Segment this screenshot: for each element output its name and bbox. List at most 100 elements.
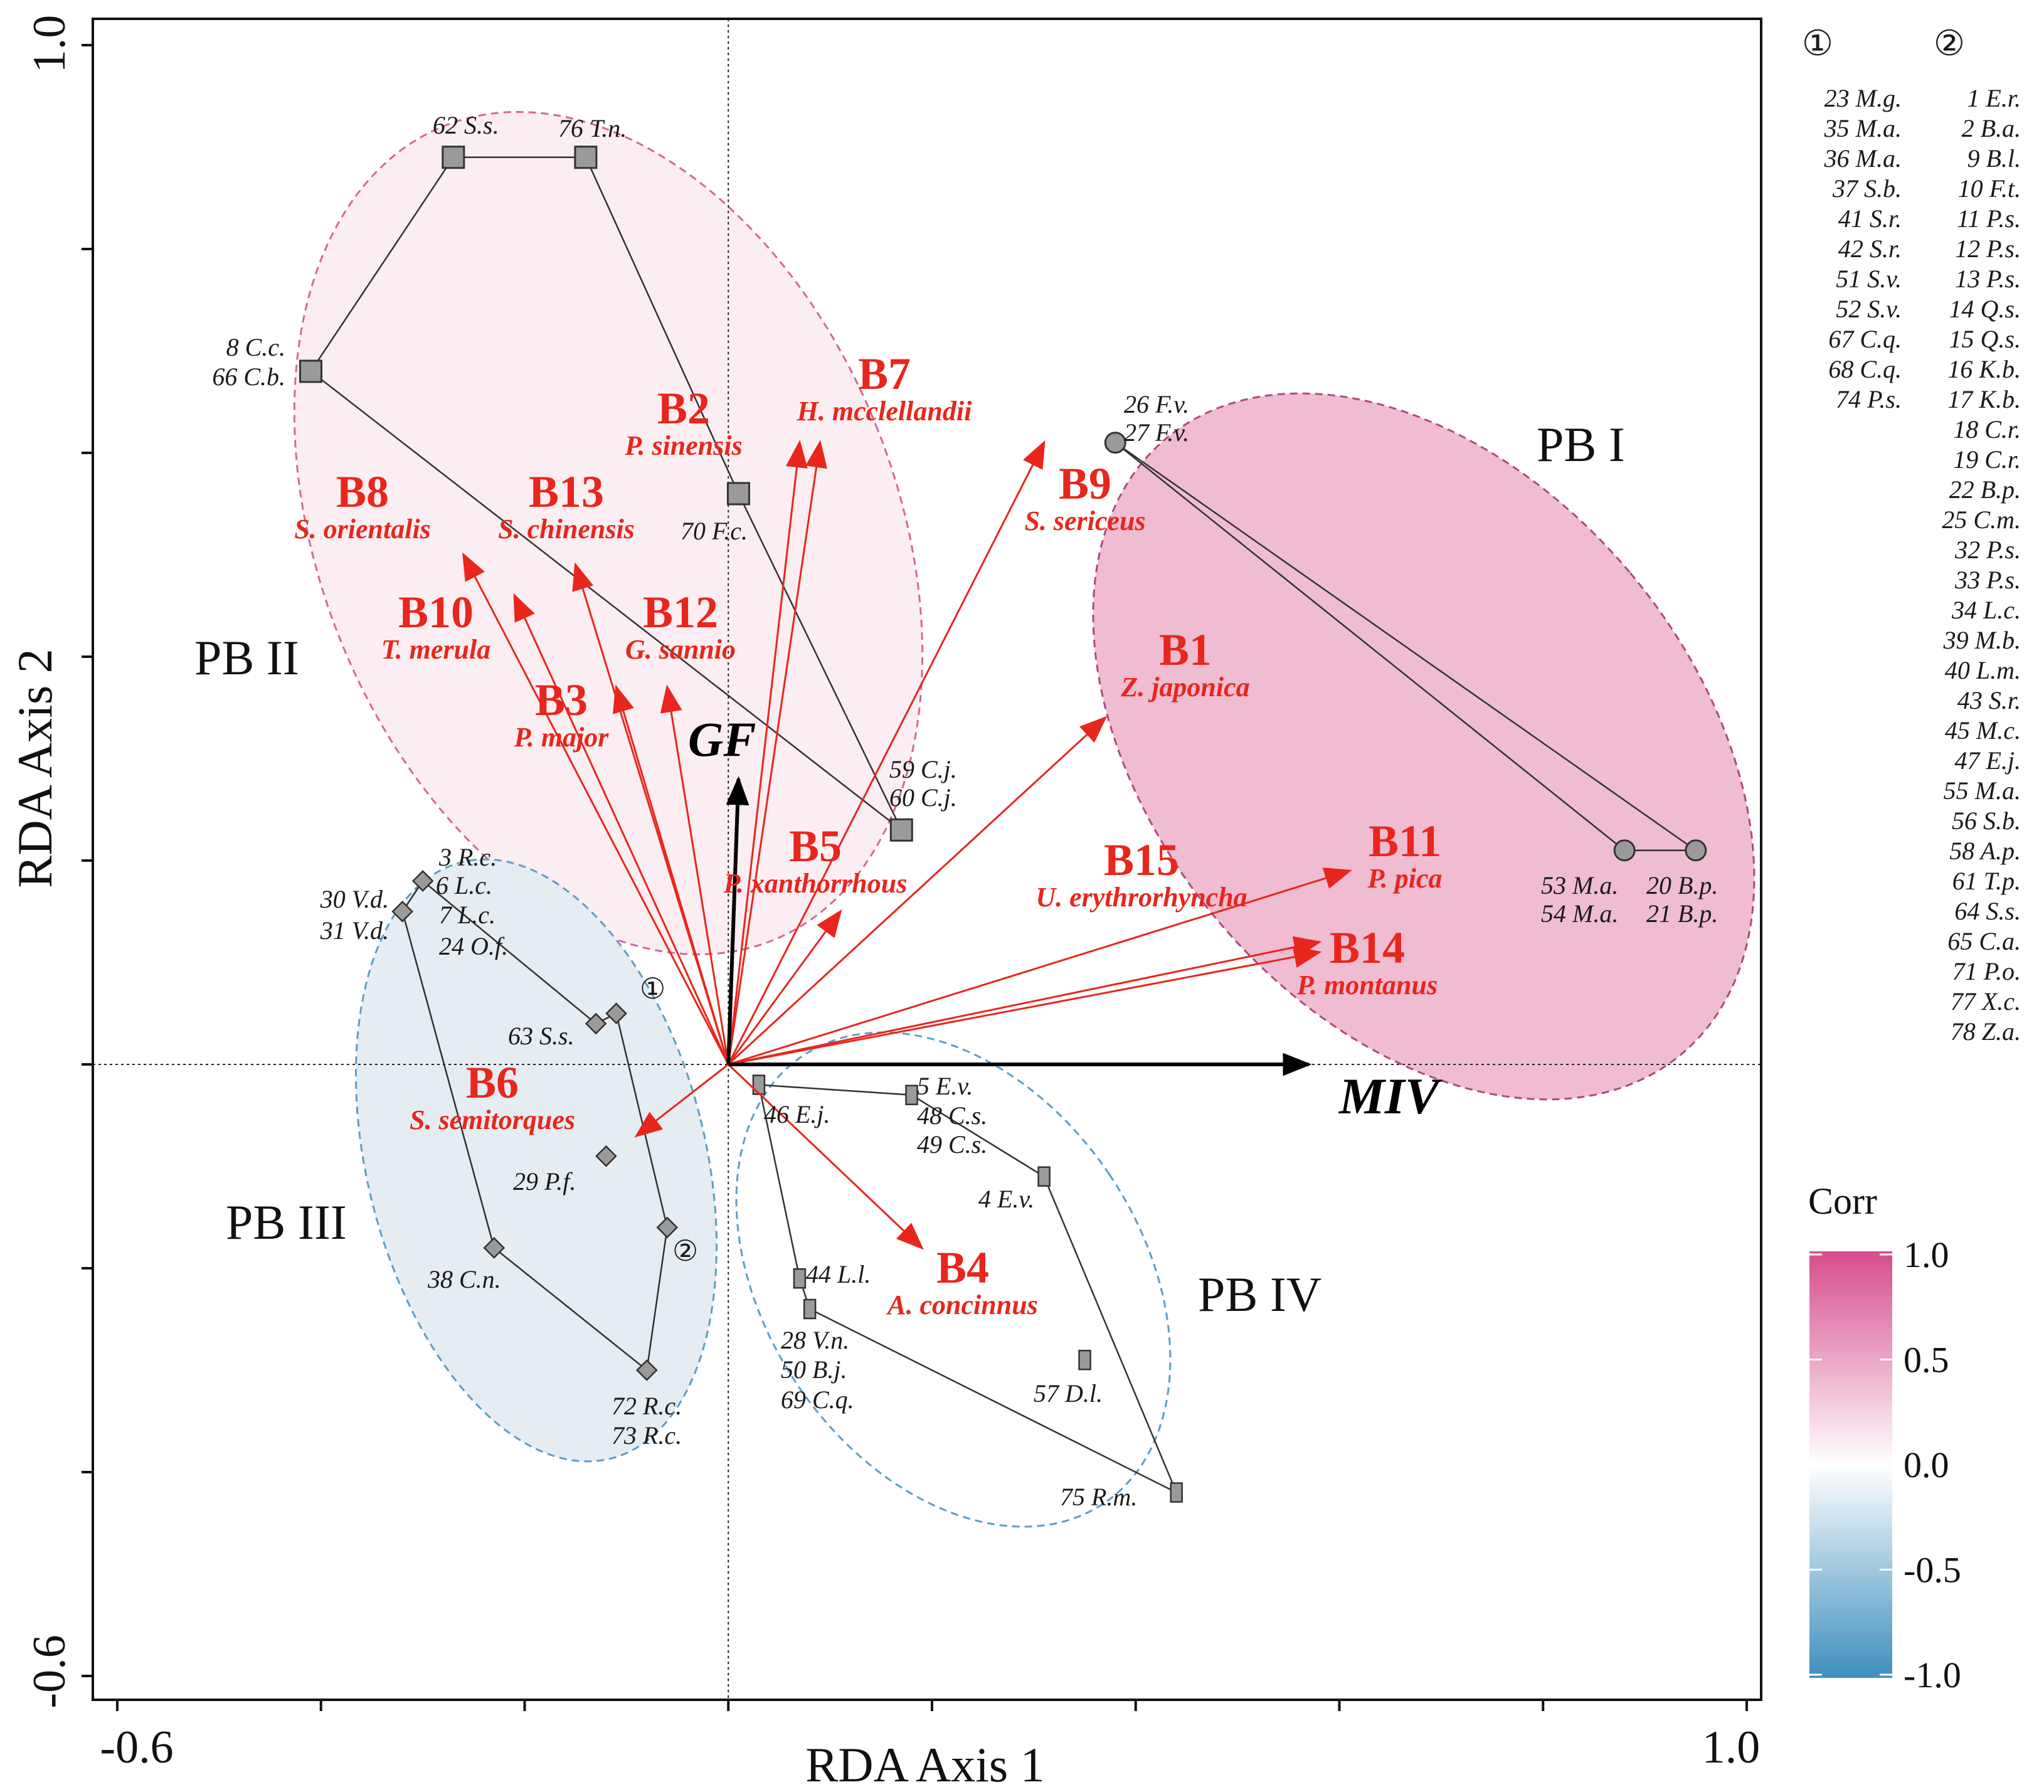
species-name-b12: G. sannio [625,634,736,665]
site-point [1078,1350,1091,1371]
species-name-b3: P. major [514,722,610,753]
site-label: 29 P.f. [513,1167,576,1196]
site-label: 72 R.c. [612,1392,682,1420]
site-label: 7 L.c. [439,901,495,929]
legend-group2-item: 39 M.b. [1943,626,2021,654]
vector-b4 [728,1063,924,1250]
site-label: 30 V.d. [320,885,389,913]
legend-group1-item: 35 M.a. [1824,114,1902,142]
species-name-b15: U. erythrorhyncha [1035,882,1247,913]
species-code-b10: B10 [398,587,474,637]
legend-group1-item: 74 P.s. [1836,385,1902,413]
colorbar-tick-label: 0.0 [1904,1445,1949,1485]
legend-group2-item: 55 M.a. [1944,777,2021,805]
ellipse-pb-iii [354,858,718,1463]
site-point [299,359,323,383]
site-label: 49 C.s. [917,1130,987,1158]
species-vectors [462,440,1352,1250]
legend-group2-item: 1 E.r. [1967,84,2021,112]
site-label: 20 B.p. [1646,871,1718,899]
legend-group2-item: 13 P.s. [1955,265,2021,293]
colorbar-tick-label: 1.0 [1904,1234,1949,1275]
species-code-b12: B12 [643,587,718,637]
species-code-b1: B1 [1159,625,1212,675]
vector-b10 [513,593,729,1065]
x-tick-label-min: -0.6 [100,1722,173,1773]
colorbar-title: Corr [1808,1180,1877,1222]
vector-b12 [660,684,729,1065]
site-point [793,1268,807,1289]
species-code-b4: B4 [936,1243,989,1293]
site-point [726,482,750,506]
x-tick-label-max: 1.0 [1702,1722,1761,1773]
env-vectors [726,776,1312,1076]
site-point [391,900,413,923]
site-point [411,870,434,892]
site-label: 60 C.j. [889,783,957,812]
species-code-b15: B15 [1104,835,1179,885]
plot-frame [82,18,1762,1711]
site-point [656,1216,679,1239]
legend-group2-item: 16 K.b. [1947,355,2021,383]
site-label: ② [672,1235,698,1267]
legend-group2-item: 71 P.o. [1952,957,2021,985]
site-label: 54 M.a. [1541,899,1618,928]
site-label: 26 F.v. [1124,390,1189,418]
species-name-b11: P. pica [1367,863,1443,894]
species-name-b8: S. orientalis [294,514,431,544]
legend-group1-item: 41 S.r. [1838,204,1902,233]
legend-group2-item: 47 E.j. [1954,746,2021,775]
y-tick-label-max: 1.0 [24,15,75,73]
legend-group2-item: 17 K.b. [1947,385,2021,413]
legend-group2-item: 34 L.c. [1951,596,2021,624]
site-point [442,146,465,169]
legend-group2-item: 56 S.b. [1952,807,2021,835]
hull-pb-i [1115,442,1698,851]
species-code-b13: B13 [529,467,604,517]
species-code-b3: B3 [535,675,588,725]
legend-group1-item: 37 S.b. [1832,174,1902,203]
site-label: 28 V.n. [781,1326,849,1354]
legend-group1-item: 51 S.v. [1836,265,1902,293]
vector-b2 [727,440,808,1065]
legend-group2-item: 11 P.s. [1957,204,2021,233]
legend-group2-item: 61 T.p. [1952,867,2021,895]
legend-group2-item: 25 C.m. [1942,506,2021,534]
legend-group2-item: 14 Q.s. [1949,295,2021,323]
group-ellipses [293,110,1755,1528]
legend-group2-item: 15 Q.s. [1949,325,2021,353]
vector-b5 [728,909,842,1065]
site-label: 75 R.m. [1060,1483,1137,1511]
site-labels: 62 S.s. 76 T.n. 8 C.c. 66 C.b. 70 F.c. 5… [212,111,1718,1511]
vector-b13 [572,562,729,1065]
species-name-b10: T. merula [381,634,490,665]
species-code-b2: B2 [657,383,710,433]
vector-b9 [727,440,1046,1065]
legend-group1-item: 42 S.r. [1838,235,1902,263]
site-label: ① [640,973,665,1005]
legend-group2-item: 32 P.s. [1954,536,2021,564]
species-code-b6: B6 [466,1058,519,1108]
group-label-pb-iv: PB IV [1198,1267,1321,1322]
species-code-b5: B5 [789,821,842,871]
legend-group1-item: 67 C.q. [1828,325,1902,353]
site-point [483,1237,506,1259]
site-label: 27 F.v. [1124,418,1189,447]
site-point [889,818,913,842]
species-name-b1: Z. japonica [1120,672,1249,702]
legend-group2-item: 65 C.a. [1947,927,2021,955]
site-label: 70 F.c. [680,517,748,545]
group-label-pb-iii: PB III [226,1195,347,1249]
colorbar-gradient [1809,1251,1892,1678]
site-point [905,1084,918,1105]
legend-group2-item: 12 P.s. [1955,235,2021,263]
site-point [595,1145,617,1167]
legend-group2-symbol: ② [1934,24,1965,63]
species-name-b14: P. montanus [1296,970,1438,1000]
group-labels: PB I PB II PB III PB IV [194,417,1625,1322]
vector-b6 [634,1063,729,1138]
site-label: 53 M.a. [1541,871,1618,899]
site-label: 8 C.c. [226,333,285,361]
site-point [803,1298,817,1320]
